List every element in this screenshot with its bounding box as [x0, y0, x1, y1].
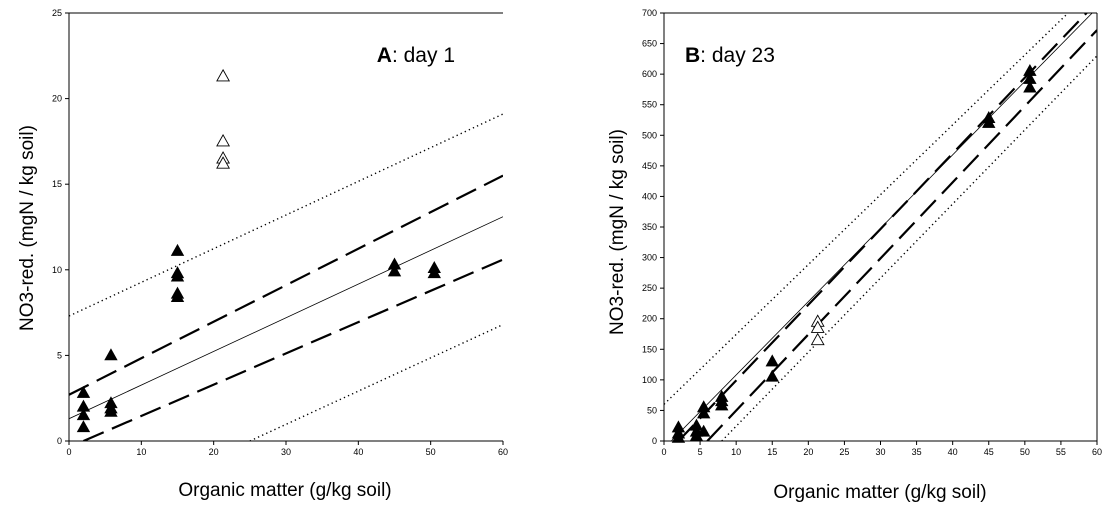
panel-b-y-tick-label: 550 — [642, 100, 657, 110]
panel-a-chart: 0 10 20 30 40 50 60 0 5 10 15 20 25 A: day 1 Organic… — [17, 8, 508, 501]
panel-b-y-tick-label: 700 — [642, 8, 657, 18]
panel-a-y-tick-label: 10 — [52, 265, 62, 275]
panel-b-point-filled-triangle — [697, 406, 711, 419]
panel-a-point-filled-triangle — [76, 408, 91, 421]
panel-b-chart: 0 5 10 15 20 25 30 35 40 45 50 55 600501001502002503… — [607, 8, 1102, 503]
panel-b-y-tick-label: 350 — [642, 222, 657, 232]
panel-a-point-filled-triangle — [104, 348, 118, 361]
panel-b-y-tick-label: 300 — [642, 253, 657, 263]
panel-a-x-tick-label: 30 — [281, 447, 291, 457]
panel-a-y-tick-label: 15 — [52, 179, 62, 189]
panel-b-title-letter: B — [685, 44, 700, 67]
panel-b-point-filled-triangle — [1023, 80, 1037, 93]
panel-b-y-tick-label: 600 — [642, 69, 657, 79]
panel-a-x-tick-label: 50 — [426, 447, 436, 457]
panel-b-y-tick-label: 100 — [642, 375, 657, 385]
panel-b-point-filled-triangle — [715, 398, 729, 411]
panel-b-y-tick-label: 150 — [642, 344, 657, 354]
panel-a-x-tick-label: 40 — [353, 447, 363, 457]
panel-b-x-tick-label: 60 — [1092, 447, 1102, 457]
panel-a-plot-area: 0 10 20 30 40 50 60 0 5 10 15 20 25 — [52, 8, 508, 457]
panel-a-y-tick-label: 5 — [57, 350, 62, 360]
panel-b-y-tick-label: 450 — [642, 161, 657, 171]
panel-a-point-filled-triangle — [76, 420, 91, 433]
panel-a-fit-lines — [69, 113, 503, 441]
panel-b-x-tick-label: 45 — [984, 447, 994, 457]
panel-b-point-open-triangle — [810, 320, 825, 333]
panel-b-x-tick-label: 5 — [698, 447, 703, 457]
panel-a-long-dash-line — [69, 174, 503, 396]
panel-a-point-open-triangle — [216, 133, 231, 147]
panel-a-point-open-triangle — [216, 156, 231, 169]
panel-a-x-tick-label: 0 — [66, 447, 71, 457]
panel-b-y-tick-label: 650 — [642, 39, 657, 49]
panel-b-x-tick-label: 10 — [731, 447, 741, 457]
panel-a-long-dash-line — [83, 258, 503, 441]
panel-b-x-axis-label: Organic matter (g/kg soil) — [773, 482, 986, 503]
panel-b-plot-area: 0 5 10 15 20 25 30 35 40 45 50 55 600501001502002503… — [642, 8, 1102, 457]
panel-b-x-tick-label: 55 — [1056, 447, 1066, 457]
panel-b-y-tick-label: 50 — [647, 405, 657, 415]
panel-b-x-tick-label: 0 — [661, 447, 666, 457]
panel-b-point-open-triangle — [810, 332, 825, 346]
panel-a-dotted-line — [249, 323, 503, 441]
panel-a-x-axis-label: Organic matter (g/kg soil) — [178, 480, 391, 501]
panel-a-point-open-triangle — [216, 68, 231, 82]
panel-b-point-filled-triangle — [671, 430, 686, 443]
panel-b-y-axis-label: NO3-red. (mgN / kg soil) — [607, 129, 628, 335]
panel-a-point-filled-triangle — [427, 266, 441, 279]
panel-b-point-filled-triangle — [765, 369, 779, 382]
panel-b-y-tick-label: 400 — [642, 191, 657, 201]
panel-b-x-tick-label: 15 — [767, 447, 777, 457]
panel-a-title: A: day 1 — [377, 44, 455, 67]
panel-b-point-filled-triangle — [697, 424, 711, 437]
panel-b-x-tick-label: 40 — [948, 447, 958, 457]
panel-a-dotted-line — [69, 113, 503, 317]
panel-b-y-tick-label: 500 — [642, 130, 657, 140]
panel-b-y-tick-label: 250 — [642, 283, 657, 293]
panel-b-x-tick-label: 35 — [912, 447, 922, 457]
panel-a-point-filled-triangle — [170, 243, 185, 256]
panel-b-x-tick-label: 30 — [875, 447, 885, 457]
panel-b-title: B: day 23 — [685, 44, 775, 67]
panel-b-dotted-line — [664, 13, 1069, 405]
panel-a-x-tick-label: 60 — [498, 447, 508, 457]
panel-b-x-tick-label: 20 — [803, 447, 813, 457]
panel-a-x-tick-label: 20 — [209, 447, 219, 457]
panel-b-x-tick-label: 25 — [839, 447, 849, 457]
panel-b-x-tick-label: 50 — [1020, 447, 1030, 457]
panel-a-point-filled-triangle — [104, 404, 118, 417]
panel-b-y-tick-label: 200 — [642, 314, 657, 324]
panel-b-dotted-line — [721, 55, 1097, 441]
panel-a-point-filled-triangle — [387, 264, 402, 277]
panel-b-long-dash-line — [706, 29, 1097, 441]
panel-a-title-letter: A — [377, 44, 392, 67]
panel-a-y-axis-label: NO3-red. (mgN / kg soil) — [17, 125, 38, 331]
panel-a-y-tick-label: 20 — [52, 94, 62, 104]
panel-b-y-tick-label: 0 — [652, 436, 657, 446]
panel-a-solid-thin-line — [69, 216, 503, 420]
panel-b-point-filled-triangle — [982, 115, 996, 128]
panel-a-y-tick-label: 0 — [57, 436, 62, 446]
panel-b-long-dash-line — [677, 13, 1089, 441]
panel-a-y-tick-label: 25 — [52, 8, 62, 18]
panel-a-point-filled-triangle — [170, 290, 185, 303]
panel-a-point-filled-triangle — [170, 269, 185, 282]
panel-a-point-filled-triangle — [76, 385, 91, 398]
panel-a-title-text: : day 1 — [392, 44, 455, 67]
panel-a-x-tick-label: 10 — [136, 447, 146, 457]
panel-b-point-filled-triangle — [765, 354, 779, 367]
panel-b-title-text: : day 23 — [700, 44, 775, 67]
